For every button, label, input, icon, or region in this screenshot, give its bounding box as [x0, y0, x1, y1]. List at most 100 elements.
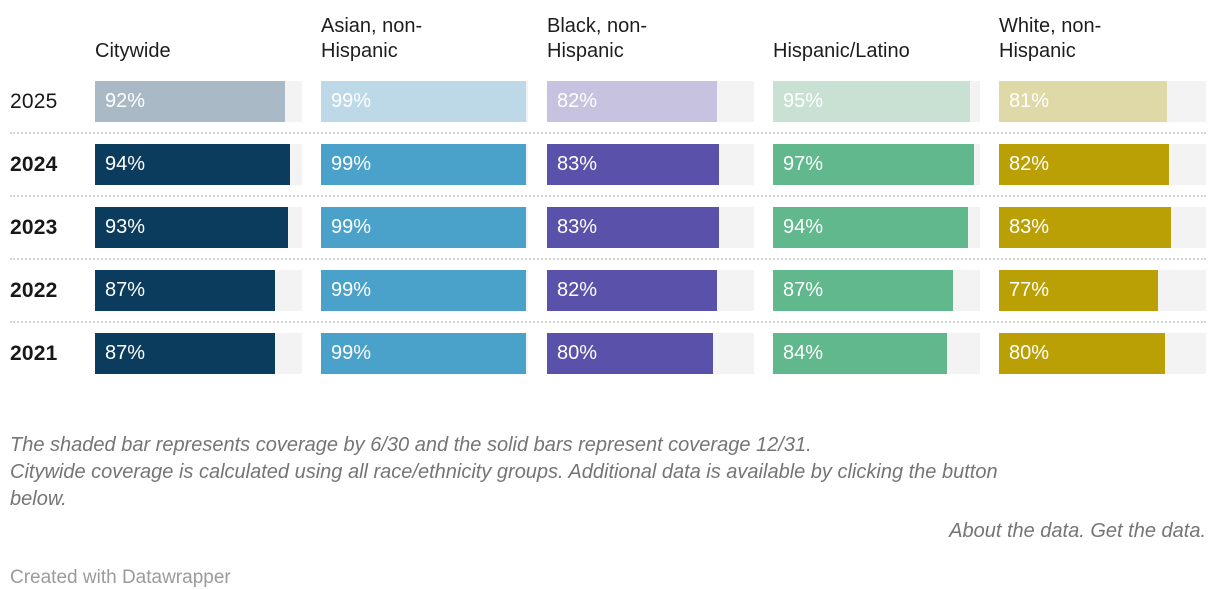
- bar-track-citywide: 87%: [95, 270, 302, 311]
- bar-value-label: 95%: [783, 90, 824, 112]
- bar-track-citywide: 94%: [95, 144, 302, 185]
- bar-track-asian-non-hispanic: 99%: [321, 81, 528, 122]
- bar-white-non-hispanic-2022[interactable]: 77%: [999, 270, 1159, 311]
- bar-hispanic-latino-2021[interactable]: 84%: [773, 333, 947, 374]
- bar-track-asian-non-hispanic: 99%: [321, 207, 528, 248]
- bar-hispanic-latino-2024[interactable]: 97%: [773, 144, 974, 185]
- bar-value-label: 80%: [557, 342, 598, 364]
- year-label-2025: 2025: [10, 89, 58, 113]
- bar-track-hispanic-latino: 87%: [773, 270, 980, 311]
- bar-asian-non-hispanic-2023[interactable]: 99%: [321, 207, 526, 248]
- bar-white-non-hispanic-2025[interactable]: 81%: [999, 81, 1167, 122]
- bar-value-label: 87%: [105, 342, 146, 364]
- column-header-hispanic-latino: Hispanic/Latino: [773, 40, 910, 62]
- data-links: About the data. Get the data.: [10, 518, 1206, 545]
- bar-value-label: 77%: [1009, 279, 1050, 301]
- bar-white-non-hispanic-2024[interactable]: 82%: [999, 144, 1169, 185]
- bar-track-white-non-hispanic: 83%: [999, 207, 1206, 248]
- bar-citywide-2024[interactable]: 94%: [95, 144, 290, 185]
- bar-track-hispanic-latino: 84%: [773, 333, 980, 374]
- bar-track-white-non-hispanic: 80%: [999, 333, 1206, 374]
- bar-value-label: 93%: [105, 216, 146, 238]
- year-label-2023: 2023: [10, 215, 58, 239]
- year-label-2021: 2021: [10, 341, 58, 365]
- chart-footer: The shaded bar represents coverage by 6/…: [0, 432, 1220, 589]
- bar-white-non-hispanic-2021[interactable]: 80%: [999, 333, 1165, 374]
- bar-track-black-non-hispanic: 83%: [547, 207, 754, 248]
- bar-value-label: 87%: [105, 279, 146, 301]
- bar-citywide-2022[interactable]: 87%: [95, 270, 276, 311]
- column-header-citywide: Citywide: [95, 40, 171, 62]
- bar-track-hispanic-latino: 94%: [773, 207, 980, 248]
- chart-row-2021: 2021 87% 99% 80% 84% 80%: [10, 321, 1206, 384]
- bar-value-label: 84%: [783, 342, 824, 364]
- bar-value-label: 94%: [105, 153, 146, 175]
- bar-black-non-hispanic-2021[interactable]: 80%: [547, 333, 713, 374]
- bar-value-label: 92%: [105, 90, 146, 112]
- bar-track-asian-non-hispanic: 99%: [321, 270, 528, 311]
- bar-value-label: 83%: [557, 153, 598, 175]
- bar-value-label: 99%: [331, 90, 372, 112]
- note-line-2: Citywide coverage is calculated using al…: [10, 461, 998, 511]
- bar-value-label: 99%: [331, 153, 372, 175]
- bar-value-label: 99%: [331, 279, 372, 301]
- bar-black-non-hispanic-2023[interactable]: 83%: [547, 207, 719, 248]
- bar-track-white-non-hispanic: 77%: [999, 270, 1206, 311]
- bar-value-label: 99%: [331, 342, 372, 364]
- bar-value-label: 80%: [1009, 342, 1050, 364]
- bar-track-black-non-hispanic: 82%: [547, 270, 754, 311]
- bar-value-label: 82%: [557, 90, 598, 112]
- bar-track-black-non-hispanic: 83%: [547, 144, 754, 185]
- bar-track-black-non-hispanic: 82%: [547, 81, 754, 122]
- bar-track-white-non-hispanic: 81%: [999, 81, 1206, 122]
- bar-track-hispanic-latino: 97%: [773, 144, 980, 185]
- bar-hispanic-latino-2025[interactable]: 95%: [773, 81, 970, 122]
- chart-row-2024: 2024 94% 99% 83% 97% 82%: [10, 132, 1206, 195]
- bar-track-asian-non-hispanic: 99%: [321, 144, 528, 185]
- bar-value-label: 82%: [557, 279, 598, 301]
- bar-black-non-hispanic-2025[interactable]: 82%: [547, 81, 717, 122]
- bar-value-label: 82%: [1009, 153, 1050, 175]
- column-header-asian-non-hispanic: Asian, non-Hispanic: [321, 15, 423, 62]
- bar-value-label: 87%: [783, 279, 824, 301]
- bar-track-citywide: 87%: [95, 333, 302, 374]
- bar-asian-non-hispanic-2024[interactable]: 99%: [321, 144, 526, 185]
- bar-track-white-non-hispanic: 82%: [999, 144, 1206, 185]
- bar-track-citywide: 92%: [95, 81, 302, 122]
- get-the-data-link[interactable]: Get the data.: [1090, 519, 1206, 542]
- bar-citywide-2023[interactable]: 93%: [95, 207, 288, 248]
- bar-asian-non-hispanic-2021[interactable]: 99%: [321, 333, 526, 374]
- chart-row-2022: 2022 87% 99% 82% 87% 77%: [10, 258, 1206, 321]
- bar-value-label: 94%: [783, 216, 824, 238]
- bar-asian-non-hispanic-2022[interactable]: 99%: [321, 270, 526, 311]
- bar-value-label: 81%: [1009, 90, 1050, 112]
- bar-hispanic-latino-2022[interactable]: 87%: [773, 270, 954, 311]
- bar-asian-non-hispanic-2025[interactable]: 99%: [321, 81, 526, 122]
- chart-notes: The shaded bar represents coverage by 6/…: [10, 432, 1020, 514]
- bar-value-label: 83%: [557, 216, 598, 238]
- column-headers: Citywide Asian, non-Hispanic Black, non-Hi…: [10, 8, 1206, 71]
- bar-citywide-2021[interactable]: 87%: [95, 333, 276, 374]
- year-label-2022: 2022: [10, 278, 58, 302]
- about-the-data-link[interactable]: About the data.: [949, 519, 1085, 542]
- chart-row-2023: 2023 93% 99% 83% 94% 83%: [10, 195, 1206, 258]
- bar-value-label: 97%: [783, 153, 824, 175]
- column-header-black-non-hispanic: Black, non-Hispanic: [547, 15, 648, 62]
- coverage-chart: Citywide Asian, non-Hispanic Black, non-Hi…: [10, 8, 1206, 384]
- bar-track-black-non-hispanic: 80%: [547, 333, 754, 374]
- datawrapper-attribution: Created with Datawrapper: [10, 566, 231, 588]
- column-header-white-non-hispanic: White, non-Hispanic: [999, 15, 1102, 62]
- bar-black-non-hispanic-2024[interactable]: 83%: [547, 144, 719, 185]
- bar-hispanic-latino-2023[interactable]: 94%: [773, 207, 968, 248]
- chart-row-2025: 2025 92% 99% 82% 95% 81%: [10, 71, 1206, 132]
- bar-citywide-2025[interactable]: 92%: [95, 81, 286, 122]
- bar-black-non-hispanic-2022[interactable]: 82%: [547, 270, 717, 311]
- bar-track-asian-non-hispanic: 99%: [321, 333, 528, 374]
- bar-track-hispanic-latino: 95%: [773, 81, 980, 122]
- bar-track-citywide: 93%: [95, 207, 302, 248]
- chart-rows: 2025 92% 99% 82% 95% 81% 2024 94% 99% 83% 97% 82% 20…: [10, 71, 1206, 384]
- year-label-2024: 2024: [10, 152, 58, 176]
- bar-value-label: 83%: [1009, 216, 1050, 238]
- bar-value-label: 99%: [331, 216, 372, 238]
- bar-white-non-hispanic-2023[interactable]: 83%: [999, 207, 1171, 248]
